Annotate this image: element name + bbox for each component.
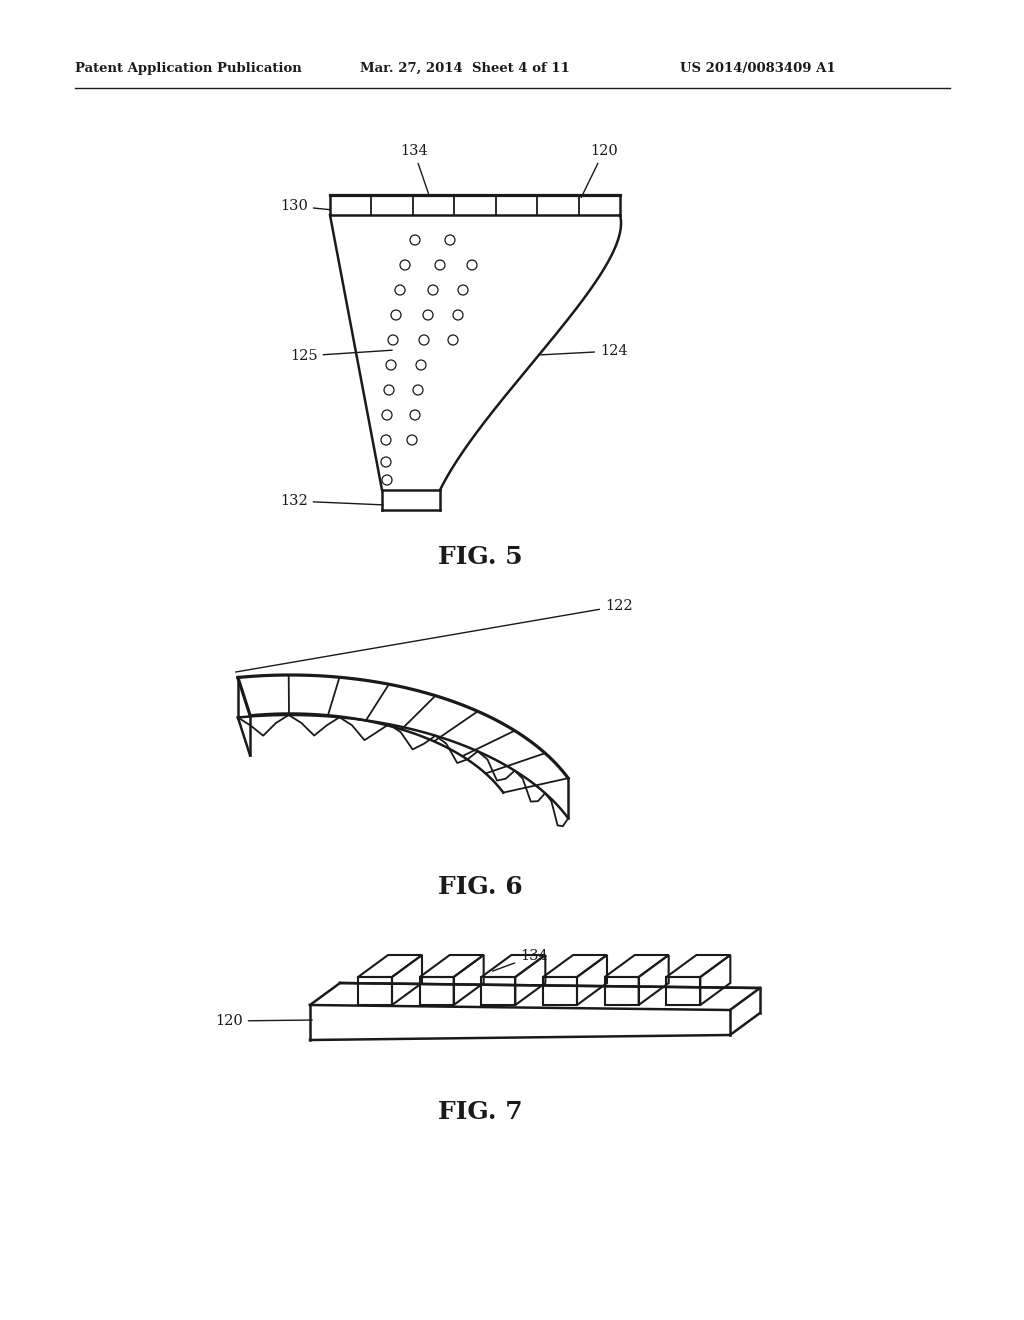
Text: 134: 134 [493,949,548,972]
Text: 130: 130 [280,199,331,213]
Text: 132: 132 [280,494,383,508]
Text: FIG. 6: FIG. 6 [437,875,522,899]
Text: FIG. 7: FIG. 7 [437,1100,522,1125]
Text: Mar. 27, 2014  Sheet 4 of 11: Mar. 27, 2014 Sheet 4 of 11 [360,62,569,75]
Text: 122: 122 [236,599,633,672]
Text: 124: 124 [541,345,628,358]
Text: Patent Application Publication: Patent Application Publication [75,62,302,75]
Text: 134: 134 [400,144,429,195]
Text: US 2014/0083409 A1: US 2014/0083409 A1 [680,62,836,75]
Text: 125: 125 [290,348,392,363]
Text: 120: 120 [582,144,617,198]
Text: FIG. 5: FIG. 5 [437,545,522,569]
Text: 120: 120 [215,1014,312,1028]
